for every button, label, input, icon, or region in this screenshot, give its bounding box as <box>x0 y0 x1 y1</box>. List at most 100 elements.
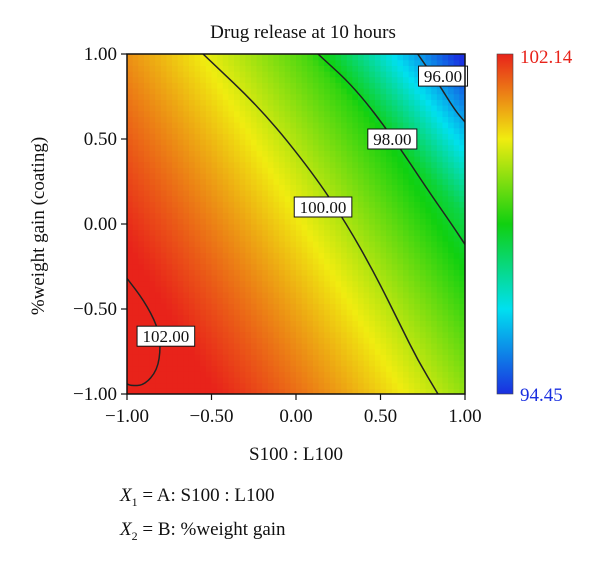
heat-cell <box>256 207 263 214</box>
heat-cell <box>386 297 393 304</box>
heat-cell <box>403 269 410 276</box>
heat-cell <box>127 348 134 355</box>
heat-cell <box>335 343 342 350</box>
heat-cell <box>194 371 201 378</box>
heat-cell <box>138 99 145 106</box>
heat-cell <box>329 88 337 95</box>
heat-cell <box>414 297 421 304</box>
heat-cell <box>256 116 263 123</box>
heat-cell <box>341 235 348 242</box>
heat-cell <box>363 65 370 72</box>
heat-cell <box>301 173 308 180</box>
heat-cell <box>329 144 337 151</box>
heat-cell <box>239 309 246 316</box>
heat-cell <box>127 71 134 78</box>
heat-cell <box>188 82 196 89</box>
heat-cell <box>217 229 224 236</box>
heat-cell <box>284 314 291 321</box>
heat-cell <box>279 269 286 276</box>
heat-cell <box>273 127 280 134</box>
heat-cell <box>352 184 359 191</box>
heat-cell <box>143 156 151 163</box>
heat-cell <box>239 127 246 134</box>
heat-cell <box>138 65 145 72</box>
heat-cell <box>132 229 139 236</box>
heat-cell <box>442 337 449 344</box>
heat-cell <box>453 258 460 265</box>
heat-cell <box>143 360 151 367</box>
heat-cell <box>200 167 207 174</box>
heat-cell <box>217 354 224 361</box>
heat-cell <box>324 218 331 225</box>
heat-cell <box>324 99 331 106</box>
heat-cell <box>324 286 331 293</box>
heat-cell <box>391 343 398 350</box>
heat-cell <box>222 320 229 327</box>
heat-cell <box>228 224 235 231</box>
heat-cell <box>234 173 241 180</box>
heat-cell <box>408 82 415 89</box>
heat-cell <box>188 76 196 83</box>
heat-cell <box>245 235 252 242</box>
heat-cell <box>194 258 201 265</box>
heat-cell <box>403 59 410 66</box>
heat-cell <box>374 331 382 338</box>
heat-cell <box>217 156 224 163</box>
heat-cell <box>132 178 139 185</box>
heat-cell <box>172 292 179 299</box>
heat-cell <box>188 365 196 372</box>
heat-cell <box>132 280 139 287</box>
heat-cell <box>419 371 427 378</box>
heat-cell <box>211 348 218 355</box>
heat-cell <box>442 99 449 106</box>
heat-cell <box>346 241 353 248</box>
heat-cell <box>318 127 325 134</box>
heat-cell <box>245 292 252 299</box>
heat-cell <box>369 326 376 333</box>
heat-cell <box>324 167 331 174</box>
heat-cell <box>296 258 303 265</box>
heat-cell <box>296 156 303 163</box>
heat-cell <box>391 365 398 372</box>
heat-cell <box>172 167 179 174</box>
heat-cell <box>245 127 252 134</box>
heat-cell <box>403 258 410 265</box>
heat-cell <box>188 241 196 248</box>
heat-cell <box>155 139 162 146</box>
heat-cell <box>256 280 263 287</box>
heat-cell <box>436 241 444 248</box>
heat-cell <box>369 388 376 394</box>
heat-cell <box>329 110 337 117</box>
heat-cell <box>149 229 156 236</box>
heat-cell <box>318 235 325 242</box>
heat-cell <box>127 105 134 112</box>
heat-cell <box>335 161 342 168</box>
heat-cell <box>211 269 218 276</box>
heat-cell <box>239 105 246 112</box>
heat-cell <box>250 388 258 394</box>
heat-cell <box>194 382 201 389</box>
heat-cell <box>318 297 325 304</box>
heat-cell <box>160 348 168 355</box>
heat-cell <box>256 229 263 236</box>
heat-cell <box>217 309 224 316</box>
heat-cell <box>346 178 353 185</box>
heat-cell <box>234 161 241 168</box>
heat-cell <box>442 116 449 123</box>
heat-cell <box>256 65 263 72</box>
heat-cell <box>448 201 455 208</box>
heat-cell <box>245 173 252 180</box>
heat-cell <box>160 88 168 95</box>
heat-cell <box>234 269 241 276</box>
heat-cell <box>459 365 465 372</box>
heat-cell <box>301 269 308 276</box>
heat-cell <box>149 280 156 287</box>
heat-cell <box>403 320 410 327</box>
heat-cell <box>380 292 387 299</box>
heat-cell <box>160 246 168 253</box>
heat-cell <box>374 258 382 265</box>
heat-cell <box>194 150 201 157</box>
heat-cell <box>403 354 410 361</box>
heat-cell <box>200 122 207 129</box>
heat-cell <box>397 54 404 61</box>
